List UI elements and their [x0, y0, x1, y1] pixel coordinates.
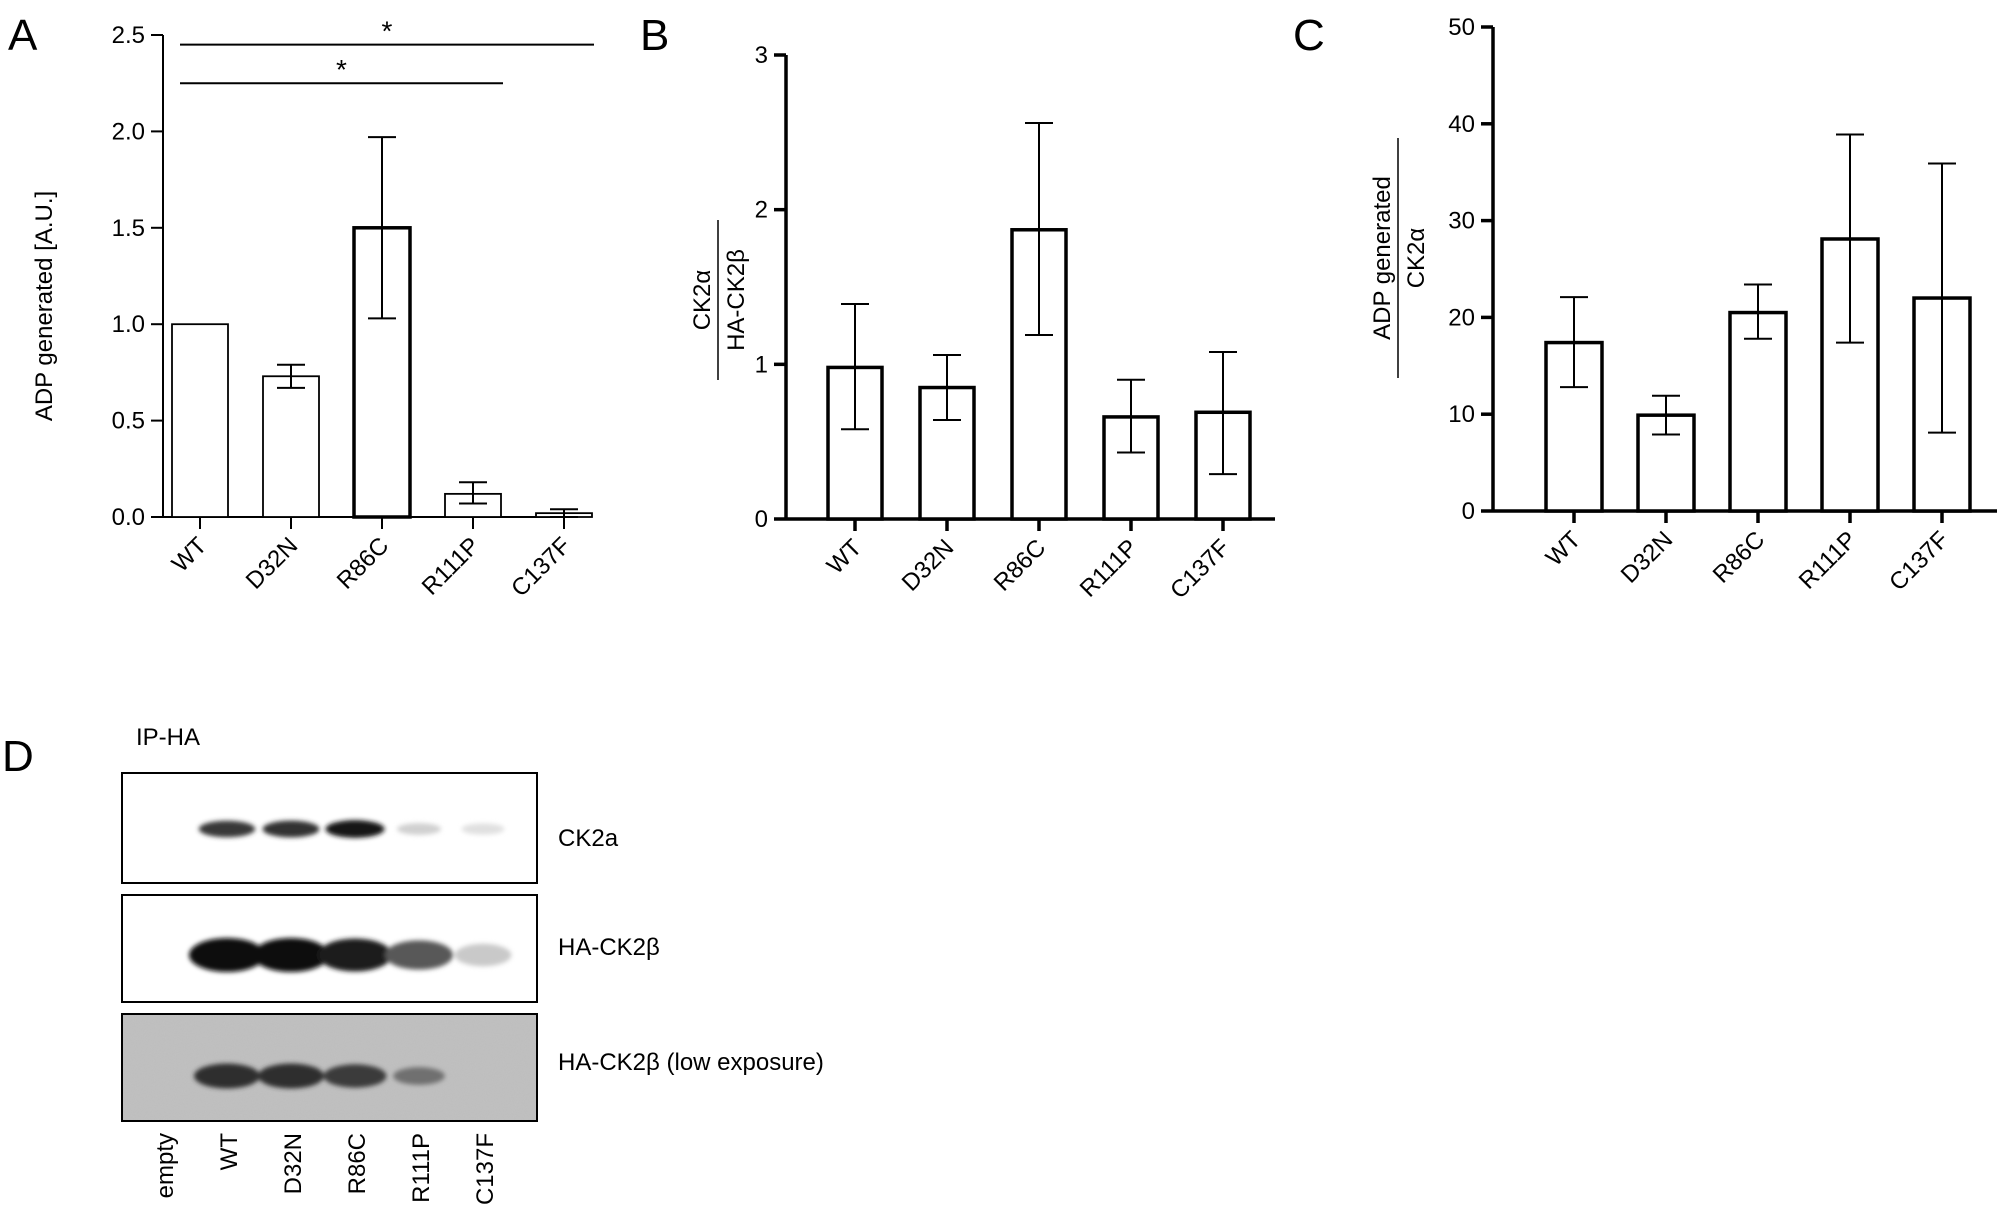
blot-band: [317, 938, 393, 972]
category-label: D32N: [1616, 526, 1678, 588]
lane-label: D32N: [280, 1133, 307, 1194]
blot-band: [393, 1067, 445, 1085]
blot-band: [454, 943, 512, 967]
category-label: D32N: [241, 532, 303, 594]
y-tick-label: 1: [755, 351, 768, 378]
y-tick-label: 0.5: [112, 408, 145, 435]
panel-letter-d: D: [2, 732, 34, 781]
blot-label-ha-ck2b: HA-CK2β: [558, 934, 660, 961]
y-tick-label: 50: [1448, 14, 1475, 41]
bar: [1544, 340, 1604, 513]
blot-band: [194, 1063, 260, 1089]
blot-ha-ck2b: [121, 894, 538, 1003]
y-tick-label: 0: [755, 506, 768, 533]
bar: [352, 226, 412, 519]
panel-letter-a: A: [8, 11, 38, 60]
category-label: R86C: [332, 532, 394, 594]
blot-band: [323, 1064, 387, 1088]
y-axis-label: ADP generated [A.U.]: [31, 191, 58, 421]
lane-labels: empty WT D32N R86C R111P C137F: [152, 1133, 499, 1205]
panel-letter-c: C: [1293, 11, 1325, 60]
blot-band: [253, 938, 329, 972]
lane-label: R111P: [408, 1133, 435, 1203]
chart-panel-a: 0.0 0.5 1.0 1.5 2.0 2.5 WT D32N R86C R111P C137F AD…: [31, 16, 594, 602]
category-label: R111P: [1794, 526, 1862, 594]
blot-band: [198, 820, 256, 838]
blot-band: [325, 820, 385, 838]
lane-label: C137F: [472, 1133, 499, 1205]
category-label: WT: [1541, 526, 1587, 572]
y-axis-label-numerator: CK2α: [689, 270, 716, 331]
y-tick-label: 1.0: [112, 311, 145, 338]
category-label: WT: [167, 532, 213, 578]
blot-band: [384, 940, 454, 970]
lane-label: WT: [216, 1133, 243, 1171]
bar: [171, 323, 229, 518]
y-tick-label: 2.0: [112, 118, 145, 145]
y-tick-label: 40: [1448, 111, 1475, 138]
y-tick-label: 30: [1448, 208, 1475, 235]
y-tick-label: 3: [755, 42, 768, 69]
panel-letter-b: B: [640, 11, 669, 60]
blot-band: [258, 1063, 324, 1089]
y-axis-label-numerator: ADP generated: [1369, 176, 1396, 340]
category-label: C137F: [1884, 526, 1954, 596]
category-label: D32N: [897, 534, 959, 596]
blot-band: [396, 823, 442, 835]
category-label: C137F: [506, 532, 576, 602]
blot-label-ha-ck2b-low: HA-CK2β (low exposure): [558, 1049, 824, 1076]
blot-ha-ck2b-low: [121, 1013, 538, 1122]
y-tick-label: 2: [755, 197, 768, 224]
lane-label: empty: [152, 1133, 179, 1198]
blot-band: [189, 938, 265, 972]
chart-panel-c: 0 10 20 30 40 50 WT D32N R86C R111P C137F ADP gener…: [1369, 14, 1997, 596]
significance-star: *: [336, 54, 347, 85]
category-label: C137F: [1165, 534, 1235, 604]
western-blot-panel: IP-HA CK2a HA-CK2β HA-CK2β (low exposure…: [121, 724, 824, 1205]
lane-label: R86C: [344, 1133, 371, 1194]
blot-band: [262, 820, 320, 838]
y-tick-label: 0.0: [112, 504, 145, 531]
category-label: R86C: [1708, 526, 1770, 588]
blot-title: IP-HA: [136, 724, 200, 751]
y-tick-label: 20: [1448, 304, 1475, 331]
y-axis-label-denominator: HA-CK2β: [723, 249, 750, 351]
bar: [262, 375, 320, 518]
category-label: R111P: [1075, 534, 1143, 602]
y-tick-label: 2.5: [112, 22, 145, 49]
category-label: R111P: [417, 532, 485, 600]
blot-ck2a: [121, 772, 538, 884]
y-axis-label-denominator: CK2α: [1403, 228, 1430, 289]
blot-label-ck2a: CK2a: [558, 825, 619, 852]
bar: [1728, 310, 1788, 513]
blot-band: [461, 823, 505, 835]
y-tick-label: 10: [1448, 401, 1475, 428]
chart-panel-b: 0 1 2 3 WT D32N R86C R111P C137F CK2α HA-CK2β: [689, 42, 1275, 604]
y-tick-label: 0: [1462, 498, 1475, 525]
category-label: R86C: [989, 534, 1051, 596]
y-tick-label: 1.5: [112, 215, 145, 242]
significance-star: *: [382, 16, 393, 47]
category-label: WT: [822, 534, 868, 580]
